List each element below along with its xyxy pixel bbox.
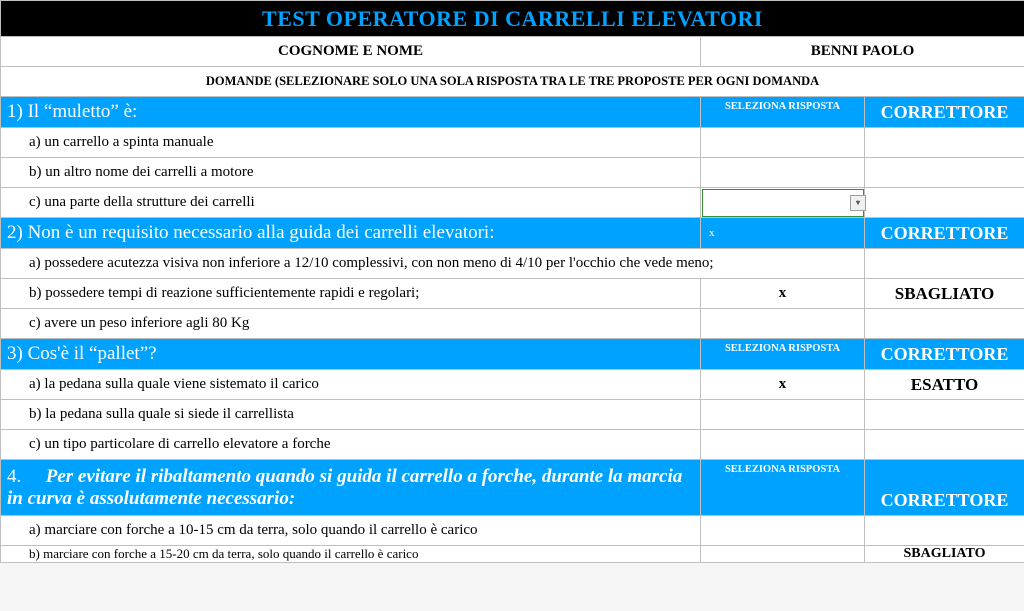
q1-answer-b: b) un altro nome dei carrelli a motore: [1, 158, 1024, 188]
q3-b-select[interactable]: [701, 400, 865, 430]
question-4-text: 4. Per evitare il ribaltamento quando si…: [1, 460, 701, 516]
q2-a-text: a) possedere acutezza visiva non inferio…: [1, 249, 865, 279]
title-row: TEST OPERATORE DI CARRELLI ELEVATORI: [1, 1, 1024, 37]
q2-select-header-value[interactable]: x: [701, 218, 865, 249]
q2-a-result: [865, 249, 1024, 279]
q1-b-result: [865, 158, 1024, 188]
corrector-header-2: CORRETTORE: [865, 218, 1024, 249]
q3-answer-b: b) la pedana sulla quale si siede il car…: [1, 400, 1024, 430]
q4-answer-a: a) marciare con forche a 10-15 cm da ter…: [1, 516, 1024, 546]
q4-a-text: a) marciare con forche a 10-15 cm da ter…: [1, 516, 701, 546]
q2-b-result: SBAGLIATO: [865, 279, 1024, 309]
q1-c-select[interactable]: ▾: [701, 188, 865, 218]
test-title: TEST OPERATORE DI CARRELLI ELEVATORI: [1, 1, 1024, 37]
corrector-header-3: CORRETTORE: [865, 339, 1024, 370]
q2-b-text: b) possedere tempi di reazione sufficien…: [1, 279, 701, 309]
q1-a-result: [865, 128, 1024, 158]
q3-c-result: [865, 430, 1024, 460]
q3-answer-a: a) la pedana sulla quale viene sistemato…: [1, 370, 1024, 400]
q1-c-text: c) una parte della strutture dei carrell…: [1, 188, 701, 218]
spreadsheet-sheet: TEST OPERATORE DI CARRELLI ELEVATORI COG…: [0, 0, 1024, 563]
q2-c-result: [865, 309, 1024, 339]
q2-answer-b: b) possedere tempi di reazione sufficien…: [1, 279, 1024, 309]
q2-b-select[interactable]: x: [701, 279, 865, 309]
question-3-text: 3) Cos'è il “pallet”?: [1, 339, 701, 370]
corrector-header-4: CORRETTORE: [865, 460, 1024, 516]
q1-answer-c: c) una parte della strutture dei carrell…: [1, 188, 1024, 218]
q3-a-select[interactable]: x: [701, 370, 865, 400]
q3-c-text: c) un tipo particolare di carrello eleva…: [1, 430, 701, 460]
q1-c-result: [865, 188, 1024, 218]
q4-answer-b-partial: b) marciare con forche a 15-20 cm da ter…: [1, 546, 1024, 563]
select-header: SELEZIONA RISPOSTA: [701, 97, 865, 128]
q1-a-select[interactable]: [701, 128, 865, 158]
name-label: COGNOME E NOME: [1, 37, 701, 67]
q1-b-text: b) un altro nome dei carrelli a motore: [1, 158, 701, 188]
q2-answer-a: a) possedere acutezza visiva non inferio…: [1, 249, 1024, 279]
corrector-header: CORRETTORE: [865, 97, 1024, 128]
dropdown-icon[interactable]: ▾: [850, 195, 866, 211]
test-table: TEST OPERATORE DI CARRELLI ELEVATORI COG…: [0, 0, 1024, 563]
instructions-text: DOMANDE (SELEZIONARE SOLO UNA SOLA RISPO…: [1, 67, 1024, 97]
select-header-4: SELEZIONA RISPOSTA: [701, 460, 865, 516]
q3-b-text: b) la pedana sulla quale si siede il car…: [1, 400, 701, 430]
q4-a-select[interactable]: [701, 516, 865, 546]
instructions-row: DOMANDE (SELEZIONARE SOLO UNA SOLA RISPO…: [1, 67, 1024, 97]
q4-b-text: b) marciare con forche a 15-20 cm da ter…: [1, 546, 701, 563]
q2-answer-c: c) avere un peso inferiore agli 80 Kg: [1, 309, 1024, 339]
q3-a-result: ESATTO: [865, 370, 1024, 400]
q3-c-select[interactable]: [701, 430, 865, 460]
q1-answer-a: a) un carrello a spinta manuale: [1, 128, 1024, 158]
question-2-header: 2) Non è un requisito necessario alla gu…: [1, 218, 1024, 249]
q2-c-select[interactable]: [701, 309, 865, 339]
q4-b-select[interactable]: [701, 546, 865, 563]
q4-a-result: [865, 516, 1024, 546]
q4-number: 4.: [7, 466, 41, 488]
q3-answer-c: c) un tipo particolare di carrello eleva…: [1, 430, 1024, 460]
q4-b-result: SBAGLIATO: [865, 546, 1024, 563]
select-header-3: SELEZIONA RISPOSTA: [701, 339, 865, 370]
question-1-text: 1) Il “muletto” è:: [1, 97, 701, 128]
q1-a-text: a) un carrello a spinta manuale: [1, 128, 701, 158]
question-1-header: 1) Il “muletto” è: SELEZIONA RISPOSTA CO…: [1, 97, 1024, 128]
q2-c-text: c) avere un peso inferiore agli 80 Kg: [1, 309, 701, 339]
q1-b-select[interactable]: [701, 158, 865, 188]
q3-b-result: [865, 400, 1024, 430]
q4-body: Per evitare il ribaltamento quando si gu…: [7, 466, 682, 509]
question-2-text: 2) Non è un requisito necessario alla gu…: [1, 218, 701, 249]
student-name: BENNI PAOLO: [701, 37, 1024, 67]
name-row: COGNOME E NOME BENNI PAOLO: [1, 37, 1024, 67]
q3-a-text: a) la pedana sulla quale viene sistemato…: [1, 370, 701, 400]
question-3-header: 3) Cos'è il “pallet”? SELEZIONA RISPOSTA…: [1, 339, 1024, 370]
question-4-header: 4. Per evitare il ribaltamento quando si…: [1, 460, 1024, 516]
